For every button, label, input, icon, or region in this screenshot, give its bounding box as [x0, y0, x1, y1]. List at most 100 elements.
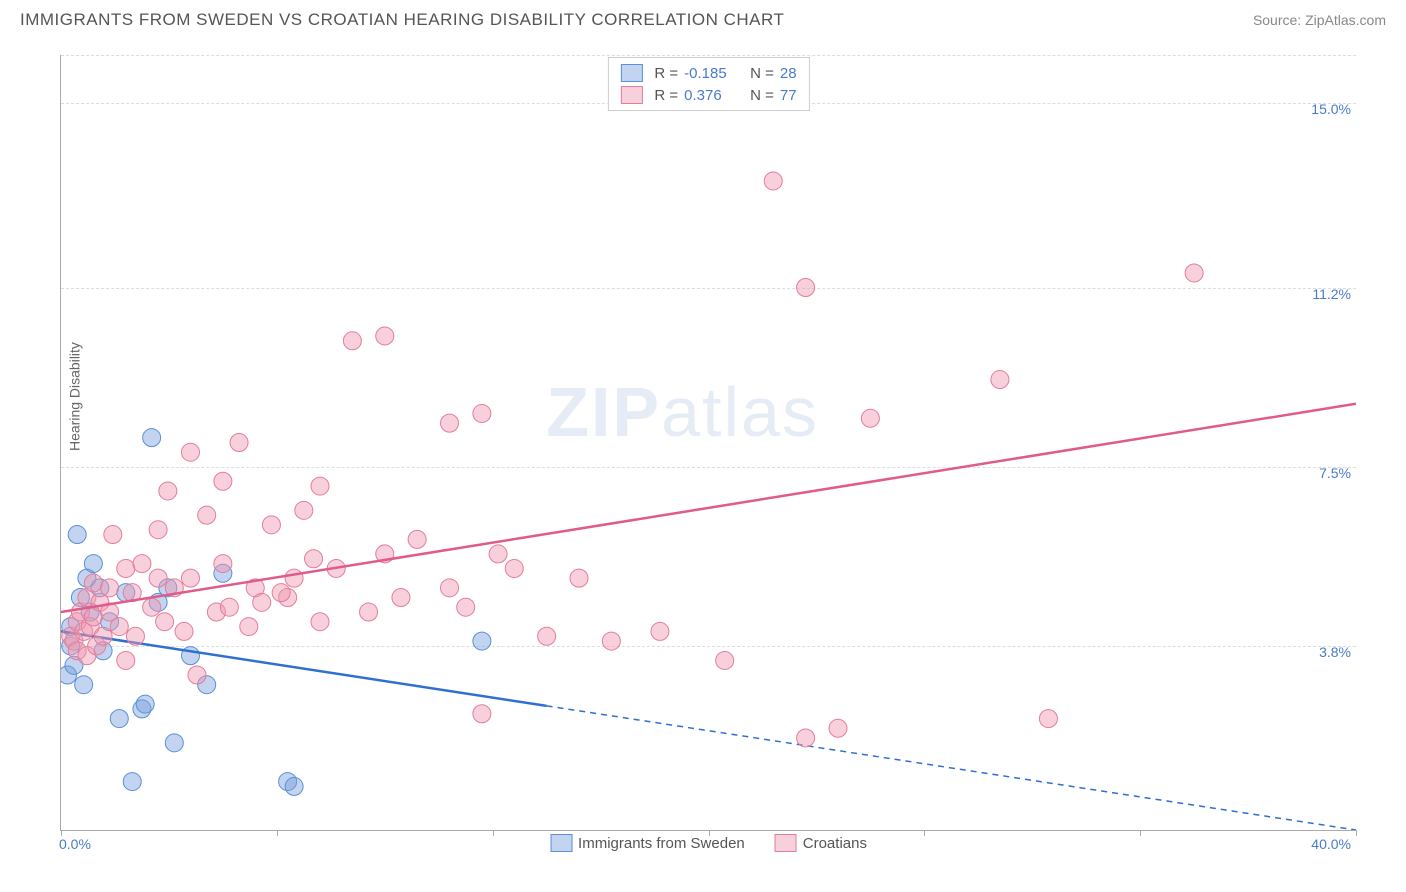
chart-container: Hearing Disability ZIPatlas 3.8%7.5%11.2…: [45, 55, 1355, 830]
data-point: [156, 613, 174, 631]
data-point: [214, 472, 232, 490]
legend-swatch: [620, 86, 642, 104]
r-label: R =: [654, 87, 678, 104]
data-point: [262, 516, 280, 534]
data-point: [230, 434, 248, 452]
data-point: [149, 521, 167, 539]
x-tick: [924, 830, 925, 836]
data-point: [84, 555, 102, 573]
data-point: [651, 622, 669, 640]
data-point: [182, 569, 200, 587]
data-point: [797, 279, 815, 297]
plot-area: ZIPatlas 3.8%7.5%11.2%15.0% R =-0.185N =…: [60, 55, 1356, 831]
data-point: [75, 676, 93, 694]
data-point: [441, 414, 459, 432]
legend-swatch: [775, 834, 797, 852]
r-value: 0.376: [684, 87, 744, 104]
data-point: [602, 632, 620, 650]
regression-line-extrapolated: [547, 706, 1356, 830]
data-point: [311, 477, 329, 495]
data-point: [136, 695, 154, 713]
scatter-plot-svg: [61, 55, 1356, 830]
data-point: [376, 327, 394, 345]
r-label: R =: [654, 65, 678, 82]
data-point: [143, 598, 161, 616]
data-point: [104, 526, 122, 544]
data-point: [343, 332, 361, 350]
data-point: [175, 622, 193, 640]
data-point: [764, 172, 782, 190]
legend-row: R = -0.185 N = 28: [620, 62, 796, 84]
data-point: [272, 584, 290, 602]
data-point: [285, 777, 303, 795]
data-point: [360, 603, 378, 621]
data-point: [489, 545, 507, 563]
data-point: [123, 773, 141, 791]
legend-item: Croatians: [775, 834, 867, 852]
data-point: [392, 589, 410, 607]
data-point: [473, 705, 491, 723]
data-point: [149, 569, 167, 587]
data-point: [110, 710, 128, 728]
data-point: [570, 569, 588, 587]
data-point: [538, 627, 556, 645]
legend-swatch: [620, 64, 642, 82]
data-point: [991, 371, 1009, 389]
data-point: [126, 627, 144, 645]
series-legend: Immigrants from Sweden Croatians: [550, 834, 867, 852]
data-point: [240, 618, 258, 636]
legend-label: Croatians: [803, 835, 867, 852]
data-point: [473, 404, 491, 422]
data-point: [188, 666, 206, 684]
n-value: 77: [780, 87, 797, 104]
x-tick: [277, 830, 278, 836]
data-point: [716, 651, 734, 669]
data-point: [165, 734, 183, 752]
data-point: [295, 501, 313, 519]
data-point: [861, 409, 879, 427]
n-label: N =: [750, 65, 774, 82]
correlation-legend: R = -0.185 N = 28 R = 0.376 N = 77: [607, 57, 809, 111]
data-point: [505, 559, 523, 577]
x-tick-min: 0.0%: [59, 836, 91, 852]
n-value: 28: [780, 65, 797, 82]
x-tick: [493, 830, 494, 836]
data-point: [143, 429, 161, 447]
data-point: [84, 574, 102, 592]
legend-row: R = 0.376 N = 77: [620, 84, 796, 106]
data-point: [441, 579, 459, 597]
data-point: [1039, 710, 1057, 728]
data-point: [408, 530, 426, 548]
r-value: -0.185: [684, 65, 744, 82]
x-tick-max: 40.0%: [1311, 836, 1351, 852]
data-point: [117, 559, 135, 577]
data-point: [311, 613, 329, 631]
data-point: [473, 632, 491, 650]
chart-title: IMMIGRANTS FROM SWEDEN VS CROATIAN HEARI…: [20, 10, 784, 30]
data-point: [285, 569, 303, 587]
data-point: [198, 506, 216, 524]
data-point: [829, 719, 847, 737]
data-point: [68, 526, 86, 544]
data-point: [110, 618, 128, 636]
legend-item: Immigrants from Sweden: [550, 834, 745, 852]
data-point: [133, 555, 151, 573]
data-point: [220, 598, 238, 616]
chart-source: Source: ZipAtlas.com: [1253, 12, 1386, 28]
data-point: [797, 729, 815, 747]
data-point: [457, 598, 475, 616]
legend-swatch: [550, 834, 572, 852]
data-point: [305, 550, 323, 568]
data-point: [253, 593, 271, 611]
data-point: [159, 482, 177, 500]
n-label: N =: [750, 87, 774, 104]
x-tick: [1140, 830, 1141, 836]
data-point: [101, 579, 119, 597]
data-point: [94, 627, 112, 645]
data-point: [214, 555, 232, 573]
x-tick: [1356, 830, 1357, 836]
data-point: [1185, 264, 1203, 282]
legend-label: Immigrants from Sweden: [578, 835, 745, 852]
data-point: [117, 651, 135, 669]
regression-line: [61, 404, 1356, 612]
